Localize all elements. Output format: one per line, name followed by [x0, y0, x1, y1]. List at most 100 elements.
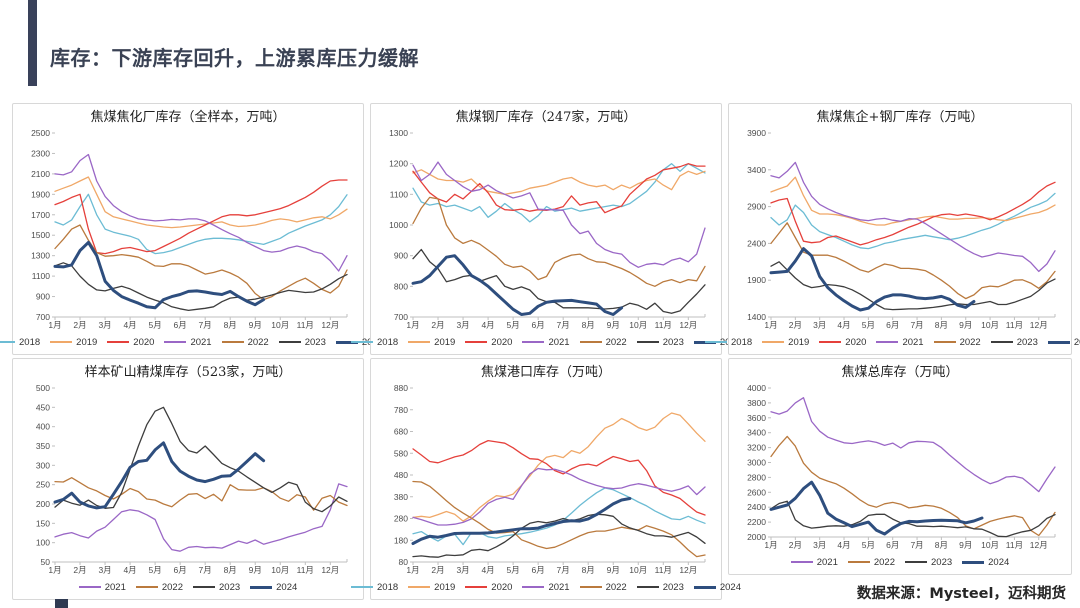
- svg-text:1300: 1300: [389, 128, 408, 138]
- chart-title: 焦煤焦企+钢厂库存（万吨）: [816, 110, 984, 125]
- legend-label: 2018: [19, 336, 41, 348]
- svg-text:2400: 2400: [747, 502, 766, 512]
- legend-swatch: [351, 341, 374, 343]
- legend-label: 2019: [434, 336, 456, 348]
- svg-text:8月: 8月: [582, 565, 595, 575]
- svg-text:5月: 5月: [148, 320, 161, 330]
- legend-item-2024: 2024: [1047, 336, 1080, 348]
- legend-label: 2019: [76, 336, 98, 348]
- legend-label: 2021: [548, 581, 570, 593]
- svg-text:12月: 12月: [321, 565, 339, 575]
- svg-text:4月: 4月: [837, 540, 850, 550]
- svg-text:2月: 2月: [431, 320, 444, 330]
- svg-text:80: 80: [399, 557, 409, 567]
- svg-text:2月: 2月: [73, 320, 86, 330]
- chart-legend: 2021 2022 2023 2024: [21, 579, 355, 595]
- chart-panel-mine-clean-coal-inventory: 样本矿山精煤库存（523家，万吨） 50 100 150 200 250 300 350 40…: [12, 358, 364, 600]
- svg-text:3400: 3400: [747, 428, 766, 438]
- chart-panel-steel-mill-inventory: 焦煤钢厂库存（247家，万吨） 700 800 900 1000 1100 1200 130…: [351, 103, 741, 355]
- line-chart-mine-clean-coal: 50 100 150 200 250 300 350 400 450 500 1月 2月 3月 4月 5月 6…: [36, 383, 348, 575]
- legend-label: 2022: [605, 581, 627, 593]
- svg-text:5月: 5月: [862, 540, 875, 550]
- svg-text:700: 700: [394, 312, 408, 322]
- svg-text:2400: 2400: [747, 238, 766, 248]
- legend-item-2022: 2022: [579, 336, 627, 348]
- line-chart-total: 2000 2200 2400 2600 2800 3000 3200 3400 3600 3800…: [747, 383, 1056, 550]
- svg-text:1900: 1900: [31, 189, 50, 199]
- legend-item-2021: 2021: [522, 581, 570, 593]
- legend-label: 2023: [662, 581, 684, 593]
- legend-item-2021: 2021: [876, 336, 924, 348]
- svg-text:3900: 3900: [747, 128, 766, 138]
- legend-label: 2018: [731, 336, 753, 348]
- legend-item-2024: 2024: [693, 582, 741, 593]
- legend-label: 2020: [845, 336, 867, 348]
- legend-item-2023: 2023: [636, 581, 684, 593]
- svg-text:9月: 9月: [959, 540, 972, 550]
- legend-label: 2021: [104, 581, 126, 593]
- legend-item-2018: 2018: [0, 337, 40, 348]
- svg-text:8月: 8月: [224, 320, 237, 330]
- legend-swatch: [962, 560, 985, 564]
- legend-label: 2023: [931, 556, 953, 568]
- legend-item-2018: 2018: [705, 337, 752, 348]
- legend-label: 2022: [605, 336, 627, 348]
- svg-text:1700: 1700: [31, 210, 50, 220]
- legend-item-2021: 2021: [790, 557, 838, 568]
- svg-text:1月: 1月: [48, 320, 61, 330]
- chart-title: 焦煤钢厂库存（247家，万吨）: [455, 110, 637, 125]
- svg-text:2月: 2月: [789, 540, 802, 550]
- svg-text:5月: 5月: [148, 565, 161, 575]
- svg-text:11月: 11月: [1006, 320, 1023, 330]
- legend-item-2021: 2021: [522, 337, 570, 348]
- legend-item-2019: 2019: [50, 337, 97, 348]
- legend-swatch: [693, 340, 716, 344]
- svg-text:4月: 4月: [123, 565, 136, 575]
- svg-text:3800: 3800: [747, 398, 766, 408]
- svg-text:4月: 4月: [481, 320, 494, 330]
- svg-text:8月: 8月: [224, 565, 237, 575]
- legend-swatch: [351, 586, 374, 588]
- legend-swatch: [636, 586, 659, 588]
- svg-text:2月: 2月: [431, 565, 444, 575]
- svg-text:1月: 1月: [406, 565, 419, 575]
- svg-text:580: 580: [394, 448, 408, 458]
- legend-item-2022: 2022: [933, 337, 981, 348]
- legend-label: 2021: [902, 336, 924, 348]
- legend-item-2019: 2019: [408, 582, 455, 593]
- svg-text:10月: 10月: [271, 320, 289, 330]
- legend-swatch: [876, 341, 899, 343]
- svg-text:4月: 4月: [481, 565, 494, 575]
- svg-text:11月: 11月: [297, 565, 314, 575]
- svg-text:7月: 7月: [199, 565, 212, 575]
- svg-text:5月: 5月: [506, 320, 519, 330]
- legend-item-2019: 2019: [762, 337, 809, 348]
- svg-text:9月: 9月: [959, 320, 972, 330]
- title-accent-bar: [28, 0, 37, 86]
- svg-text:780: 780: [394, 405, 408, 415]
- legend-swatch: [522, 586, 545, 588]
- legend-item-2020: 2020: [465, 582, 512, 593]
- legend-swatch: [250, 585, 273, 589]
- svg-text:6月: 6月: [886, 320, 899, 330]
- svg-text:10月: 10月: [981, 320, 999, 330]
- svg-text:10月: 10月: [629, 565, 647, 575]
- svg-text:11月: 11月: [297, 320, 314, 330]
- slide-title: 库存：下游库存回升，上游累库压力缓解: [50, 48, 419, 70]
- chart-title: 焦煤总库存（万吨）: [841, 365, 959, 380]
- svg-text:2月: 2月: [73, 565, 86, 575]
- legend-swatch: [408, 341, 431, 343]
- svg-text:1000: 1000: [389, 220, 408, 230]
- legend-label: 2024: [1073, 336, 1080, 348]
- svg-text:1月: 1月: [406, 320, 419, 330]
- svg-text:3400: 3400: [747, 165, 766, 175]
- legend-item-2019: 2019: [408, 337, 455, 348]
- svg-text:1500: 1500: [31, 230, 50, 240]
- legend-label: 2019: [788, 336, 810, 348]
- svg-text:3月: 3月: [456, 320, 469, 330]
- svg-text:8月: 8月: [582, 320, 595, 330]
- legend-swatch: [50, 341, 73, 343]
- svg-text:280: 280: [394, 514, 408, 524]
